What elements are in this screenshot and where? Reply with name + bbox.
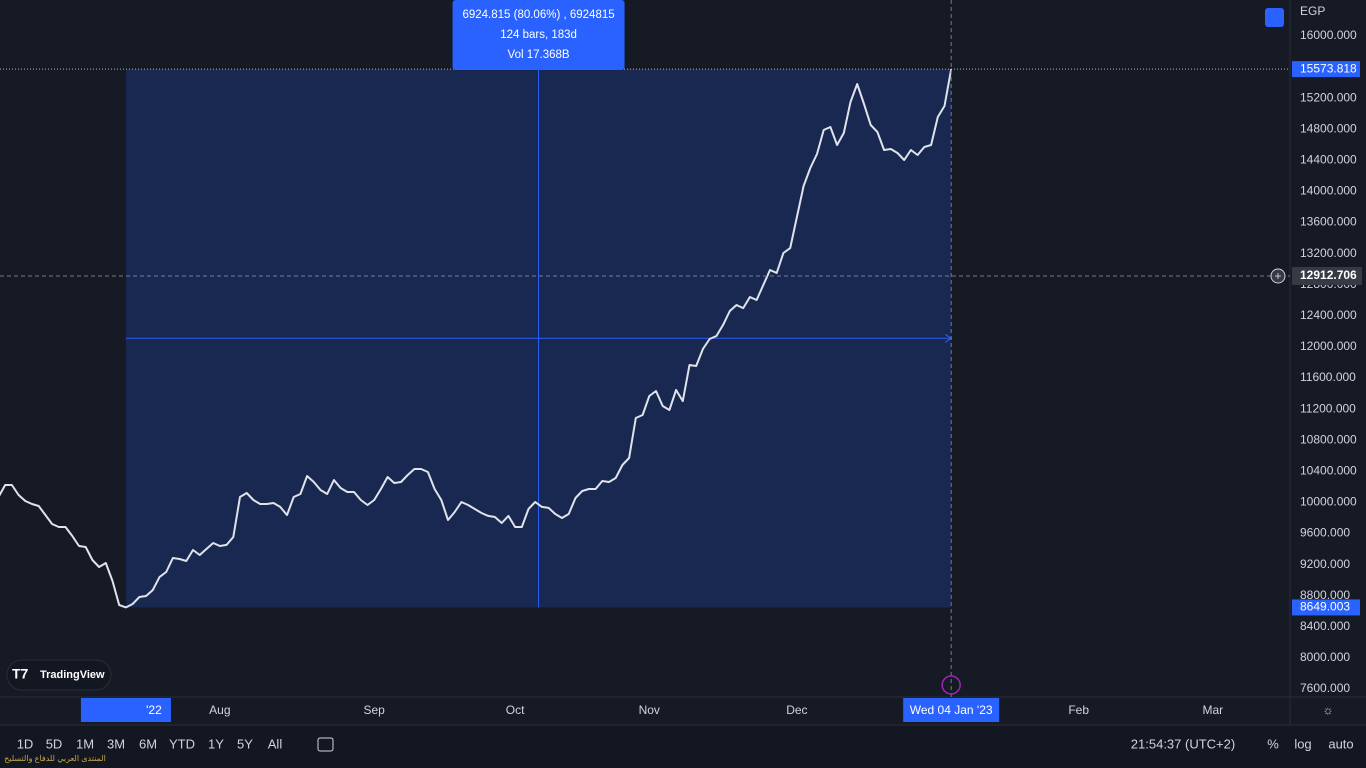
y-tick-label: 11200.000 <box>1300 401 1356 415</box>
price-line <box>0 68 953 609</box>
price-label-box <box>1292 61 1360 78</box>
scale-button[interactable]: log <box>1294 736 1311 751</box>
crosshair-label-box <box>1292 266 1362 285</box>
y-tick-label: 14000.000 <box>1300 184 1357 198</box>
y-tick-label: 10400.000 <box>1300 463 1357 477</box>
scale-button[interactable]: % <box>1267 736 1279 751</box>
range-button[interactable]: All <box>268 736 283 751</box>
y-tick-label: 14800.000 <box>1300 121 1357 135</box>
watermark: المنتدى العربي للدفاع والتسليح <box>4 754 106 763</box>
measure-text: Vol 17.368B <box>508 49 570 61</box>
x-tick-label: '22 <box>146 703 162 717</box>
settings-icon[interactable]: ☼ <box>1323 703 1334 717</box>
y-tick-label: 11600.000 <box>1300 370 1356 384</box>
y-tick-label: 9600.000 <box>1300 526 1350 540</box>
x-tick-label: Mar <box>1203 703 1224 717</box>
measure-text: 124 bars, 183d <box>500 29 577 41</box>
x-tick-label: Nov <box>639 703 660 717</box>
x-label-box <box>80 698 171 722</box>
y-tick-label: 13600.000 <box>1300 215 1357 229</box>
y-tick-label: 8800.000 <box>1300 588 1350 602</box>
clock: 21:54:37 (UTC+2) <box>1131 736 1235 751</box>
scale-button[interactable]: auto <box>1328 736 1353 751</box>
x-tick-label: Sep <box>363 703 385 717</box>
x-tick-label: Oct <box>506 703 525 717</box>
y-tick-label: 7600.000 <box>1300 681 1350 695</box>
range-button[interactable]: 5D <box>46 736 63 751</box>
y-tick-label: 9200.000 <box>1300 557 1350 571</box>
x-label-box <box>903 698 1000 722</box>
range-button[interactable]: 1M <box>76 736 94 751</box>
measure-tooltip <box>452 0 625 70</box>
y-tick-label: 10800.000 <box>1300 432 1357 446</box>
add-alert-icon[interactable]: + <box>1274 269 1281 283</box>
logo[interactable]: TradingView <box>40 669 105 681</box>
logo-badge[interactable] <box>6 659 112 691</box>
x-tick-label: Aug <box>209 703 230 717</box>
range-button[interactable]: 3M <box>107 736 125 751</box>
range-button[interactable]: 1Y <box>208 736 224 751</box>
y-tick-label: 12400.000 <box>1300 308 1357 322</box>
price-label: 15573.818 <box>1300 61 1357 75</box>
add-alert[interactable] <box>1270 268 1286 284</box>
currency[interactable]: EGP <box>1300 4 1325 18</box>
measure-text: 6924.815 (80.06%) , 6924815 <box>462 9 614 21</box>
x-tick-label: Feb <box>1068 703 1089 717</box>
bottom-toolbar <box>0 725 1366 768</box>
event-icon[interactable] <box>941 675 961 695</box>
x-tick-label: Wed 04 Jan '23 <box>910 703 993 717</box>
y-tick-label: 8000.000 <box>1300 650 1350 664</box>
y-tick-label: 16000.000 <box>1300 28 1357 42</box>
price-label: 8649.003 <box>1300 600 1350 614</box>
time-axis <box>0 697 1290 725</box>
range-button[interactable]: 6M <box>139 736 157 751</box>
range-button[interactable]: YTD <box>169 736 195 751</box>
compare-icon[interactable] <box>317 737 334 752</box>
range-button[interactable]: 1D <box>17 736 34 751</box>
sync-button[interactable] <box>1265 8 1284 27</box>
logo-mark: T7 <box>12 666 29 682</box>
y-tick-label: 8400.000 <box>1300 619 1350 633</box>
y-tick-label: 12000.000 <box>1300 339 1357 353</box>
x-tick-label: Dec <box>786 703 807 717</box>
y-tick-label: 14400.000 <box>1300 153 1357 167</box>
y-tick-label: 13200.000 <box>1300 246 1357 260</box>
crosshair-label: 12912.706 <box>1300 268 1357 282</box>
y-tick-label: 10000.000 <box>1300 495 1357 509</box>
y-tick-label: 15200.000 <box>1300 90 1357 104</box>
range-button[interactable]: 5Y <box>237 736 253 751</box>
price-label-box <box>1292 599 1360 616</box>
